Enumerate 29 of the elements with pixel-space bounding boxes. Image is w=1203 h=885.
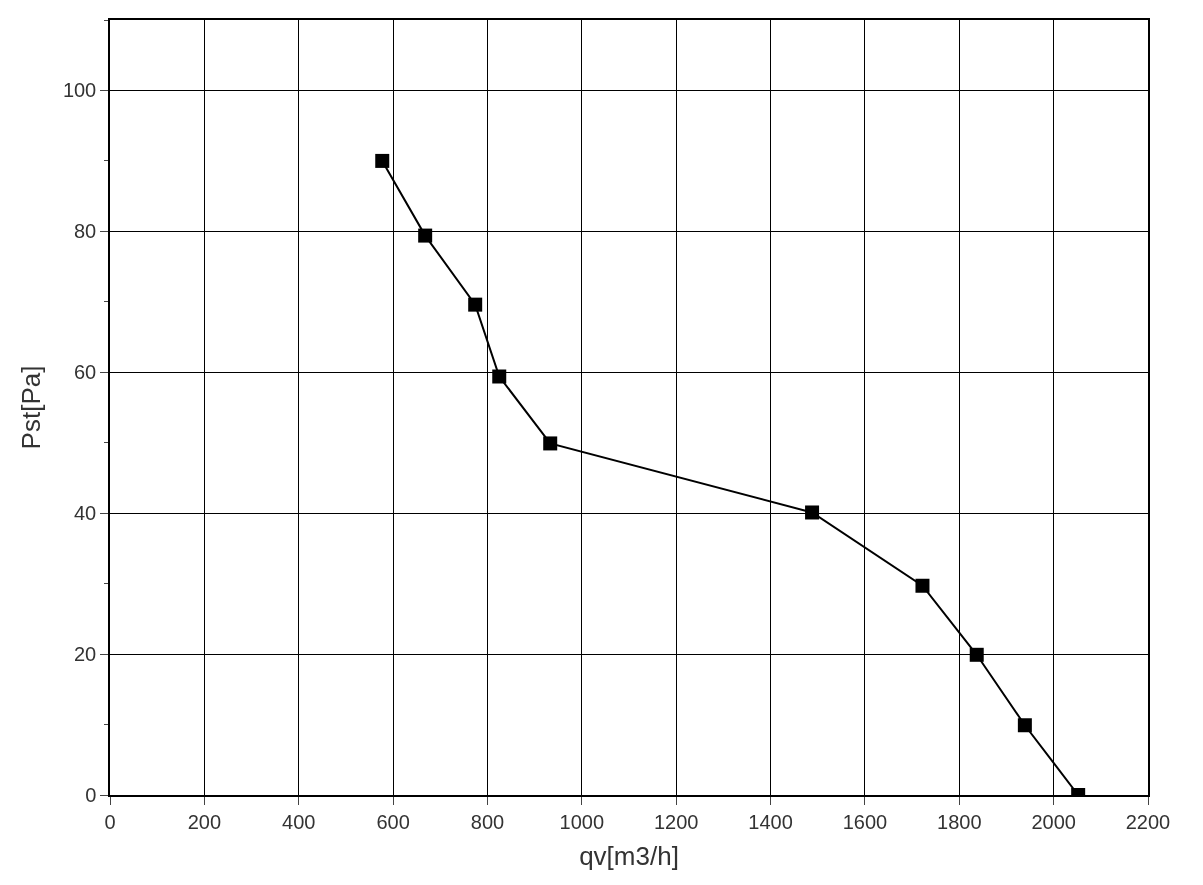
x-tick-label: 2200 [1125,810,1171,833]
x-tick-label: 600 [376,810,410,833]
y-tick-label: 0 [85,784,97,806]
x-tick-label: 200 [187,810,222,833]
x-tick-label: 400 [282,810,316,833]
x-tick-label: 2000 [1031,810,1076,833]
x-tick-label: 1600 [842,810,888,833]
y-tick-label: 80 [74,220,97,243]
y-axis-title: Pst[Pa] [15,365,46,450]
point [805,505,820,520]
point [468,297,483,312]
y-tick-label: 100 [62,79,97,102]
point [375,153,390,168]
x-tick-label: 1000 [559,810,605,833]
point [915,578,930,593]
y-tick-label: 20 [74,643,97,666]
point [492,369,507,384]
x-tick-label: 800 [470,810,505,833]
x-tick-label: 1800 [937,810,982,833]
x-tick-label: 1200 [653,810,699,833]
point [543,436,558,451]
y-tick-label: 60 [74,361,97,384]
point [418,228,433,243]
x-axis-title: qv[m3/h] [579,840,679,871]
x-tick-label: 0 [104,810,116,833]
point [1017,718,1032,733]
point [969,647,984,662]
y-tick-label: 40 [74,502,97,525]
x-tick-label: 1400 [748,810,793,833]
